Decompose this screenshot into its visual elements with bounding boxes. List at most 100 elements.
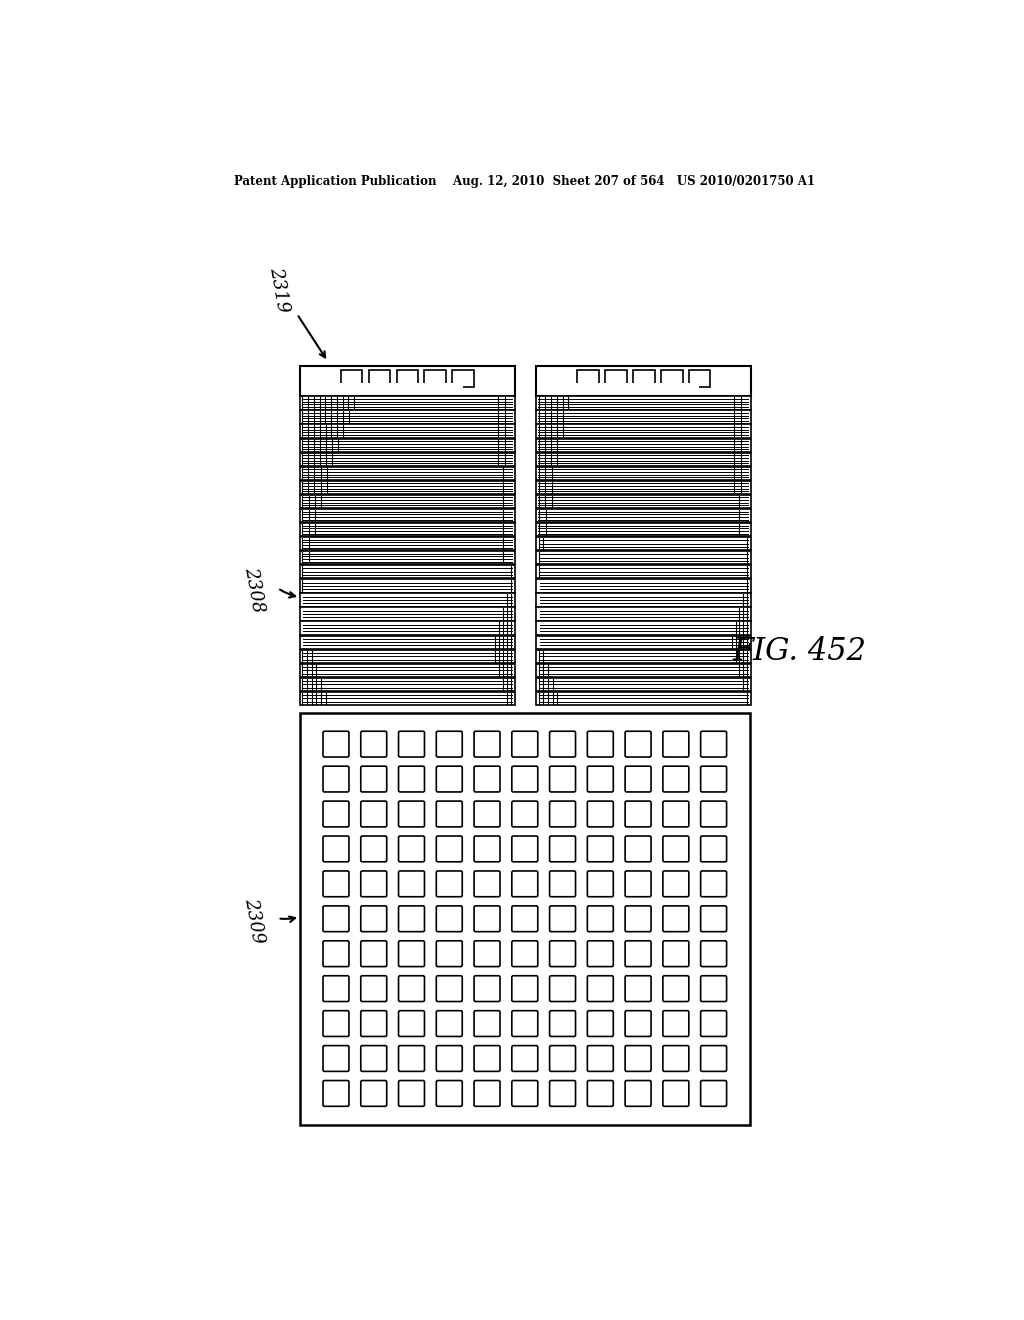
- Bar: [300, 565, 515, 578]
- Bar: [300, 622, 515, 635]
- FancyBboxPatch shape: [550, 766, 575, 792]
- FancyBboxPatch shape: [588, 1011, 613, 1036]
- FancyBboxPatch shape: [512, 1011, 538, 1036]
- FancyBboxPatch shape: [436, 801, 462, 826]
- Bar: [633, 370, 654, 387]
- FancyBboxPatch shape: [588, 766, 613, 792]
- FancyBboxPatch shape: [700, 906, 727, 932]
- FancyBboxPatch shape: [550, 1081, 575, 1106]
- Text: 2319: 2319: [266, 265, 292, 314]
- FancyBboxPatch shape: [323, 731, 349, 756]
- FancyBboxPatch shape: [512, 1045, 538, 1072]
- Bar: [537, 579, 751, 593]
- FancyBboxPatch shape: [625, 975, 651, 1002]
- Bar: [300, 607, 515, 620]
- Bar: [537, 677, 751, 692]
- Bar: [300, 480, 515, 494]
- FancyBboxPatch shape: [588, 836, 613, 862]
- FancyBboxPatch shape: [436, 836, 462, 862]
- FancyBboxPatch shape: [323, 906, 349, 932]
- FancyBboxPatch shape: [474, 906, 500, 932]
- FancyBboxPatch shape: [550, 1045, 575, 1072]
- Bar: [537, 367, 751, 396]
- FancyBboxPatch shape: [512, 906, 538, 932]
- FancyBboxPatch shape: [436, 766, 462, 792]
- Text: 2308: 2308: [242, 565, 267, 614]
- FancyBboxPatch shape: [323, 766, 349, 792]
- FancyBboxPatch shape: [323, 1045, 349, 1072]
- FancyBboxPatch shape: [360, 1081, 387, 1106]
- Bar: [537, 552, 751, 565]
- FancyBboxPatch shape: [436, 731, 462, 756]
- Bar: [300, 713, 750, 1125]
- FancyBboxPatch shape: [625, 1045, 651, 1072]
- FancyBboxPatch shape: [625, 906, 651, 932]
- FancyBboxPatch shape: [398, 1081, 425, 1106]
- FancyBboxPatch shape: [700, 941, 727, 966]
- Bar: [341, 370, 362, 387]
- FancyBboxPatch shape: [663, 906, 689, 932]
- Text: Patent Application Publication    Aug. 12, 2010  Sheet 207 of 564   US 2010/0201: Patent Application Publication Aug. 12, …: [234, 176, 815, 189]
- Bar: [537, 565, 751, 578]
- Text: 2309: 2309: [242, 896, 267, 945]
- FancyBboxPatch shape: [398, 836, 425, 862]
- Bar: [300, 411, 515, 424]
- Bar: [453, 370, 474, 387]
- Bar: [300, 425, 515, 438]
- FancyBboxPatch shape: [398, 871, 425, 896]
- FancyBboxPatch shape: [663, 801, 689, 826]
- FancyBboxPatch shape: [436, 871, 462, 896]
- Bar: [689, 370, 711, 387]
- FancyBboxPatch shape: [663, 1045, 689, 1072]
- FancyBboxPatch shape: [550, 871, 575, 896]
- FancyBboxPatch shape: [323, 941, 349, 966]
- FancyBboxPatch shape: [398, 731, 425, 756]
- FancyBboxPatch shape: [588, 731, 613, 756]
- Bar: [537, 411, 751, 424]
- FancyBboxPatch shape: [700, 975, 727, 1002]
- FancyBboxPatch shape: [625, 766, 651, 792]
- FancyBboxPatch shape: [474, 766, 500, 792]
- FancyBboxPatch shape: [398, 801, 425, 826]
- FancyBboxPatch shape: [625, 871, 651, 896]
- FancyBboxPatch shape: [474, 941, 500, 966]
- FancyBboxPatch shape: [398, 975, 425, 1002]
- Bar: [537, 523, 751, 536]
- Bar: [369, 370, 390, 387]
- FancyBboxPatch shape: [663, 941, 689, 966]
- FancyBboxPatch shape: [474, 1081, 500, 1106]
- Bar: [396, 370, 418, 387]
- FancyBboxPatch shape: [436, 975, 462, 1002]
- Bar: [300, 495, 515, 508]
- FancyBboxPatch shape: [512, 836, 538, 862]
- Bar: [300, 649, 515, 663]
- Bar: [300, 453, 515, 466]
- Bar: [537, 593, 751, 607]
- Bar: [537, 480, 751, 494]
- Bar: [300, 537, 515, 550]
- FancyBboxPatch shape: [323, 975, 349, 1002]
- FancyBboxPatch shape: [436, 1081, 462, 1106]
- FancyBboxPatch shape: [550, 836, 575, 862]
- FancyBboxPatch shape: [663, 836, 689, 862]
- FancyBboxPatch shape: [323, 836, 349, 862]
- FancyBboxPatch shape: [474, 731, 500, 756]
- Bar: [424, 370, 446, 387]
- FancyBboxPatch shape: [550, 801, 575, 826]
- Bar: [537, 664, 751, 677]
- FancyBboxPatch shape: [474, 801, 500, 826]
- FancyBboxPatch shape: [323, 871, 349, 896]
- Bar: [300, 635, 515, 649]
- FancyBboxPatch shape: [625, 801, 651, 826]
- FancyBboxPatch shape: [436, 941, 462, 966]
- FancyBboxPatch shape: [360, 836, 387, 862]
- FancyBboxPatch shape: [588, 1081, 613, 1106]
- FancyBboxPatch shape: [625, 836, 651, 862]
- FancyBboxPatch shape: [550, 906, 575, 932]
- FancyBboxPatch shape: [512, 975, 538, 1002]
- FancyBboxPatch shape: [663, 975, 689, 1002]
- FancyBboxPatch shape: [512, 941, 538, 966]
- Bar: [660, 370, 683, 387]
- FancyBboxPatch shape: [398, 906, 425, 932]
- Bar: [300, 552, 515, 565]
